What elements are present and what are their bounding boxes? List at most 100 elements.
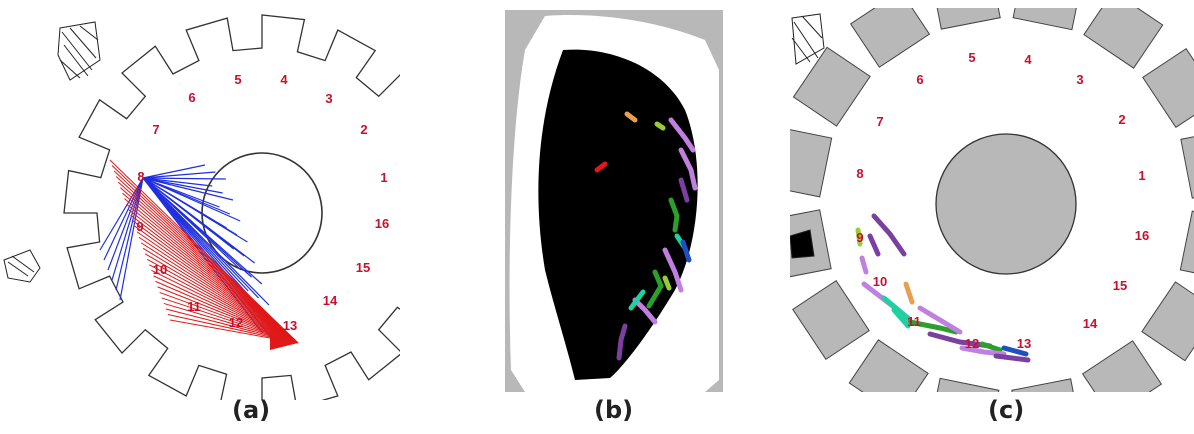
red-ray — [146, 258, 299, 344]
track-segment — [624, 111, 638, 123]
red-ray — [126, 203, 299, 344]
label-6: 6 — [188, 90, 195, 105]
track-segment — [616, 323, 628, 361]
label-3: 3 — [1076, 72, 1083, 87]
blue-ray — [142, 177, 241, 222]
red-ray — [142, 247, 299, 344]
red-ray — [134, 225, 299, 344]
label-5: 5 — [968, 50, 975, 65]
label-9: 9 — [136, 219, 143, 234]
track-segment — [959, 345, 1007, 357]
track-segment — [907, 319, 959, 335]
label-13: 13 — [1017, 336, 1031, 351]
caption-b: (b) — [594, 396, 634, 424]
track-segment — [662, 275, 672, 291]
track-segment — [680, 239, 692, 263]
obstacle-block — [1012, 8, 1083, 31]
tracks-c — [855, 213, 1031, 363]
blue-ray — [142, 177, 226, 180]
label-1: 1 — [380, 170, 387, 185]
blue-ray — [107, 177, 144, 271]
label-8: 8 — [137, 169, 144, 184]
label-14: 14 — [1083, 316, 1098, 331]
obstacle-block — [1081, 340, 1163, 392]
obstacle-block — [849, 8, 931, 68]
obstacle-block — [1142, 47, 1194, 129]
label-13: 13 — [283, 318, 297, 333]
red-ray — [151, 269, 299, 344]
label-1: 1 — [1138, 168, 1145, 183]
blue-ray — [99, 177, 144, 251]
panel-b-map — [505, 10, 723, 392]
label-2: 2 — [360, 122, 367, 137]
track-segment — [871, 213, 907, 257]
obstacle-block — [1180, 128, 1194, 199]
label-10: 10 — [873, 274, 887, 289]
label-15: 15 — [356, 260, 370, 275]
obstacle-block — [930, 8, 1001, 30]
red-ray — [132, 220, 299, 344]
obstacle-block — [792, 46, 871, 127]
panel-a-map: 1 2 3 4 5 6 7 8 9 10 11 12 13 14 15 16 — [0, 0, 400, 400]
label-2: 2 — [1118, 112, 1125, 127]
obstacle-block — [792, 279, 870, 361]
label-11: 11 — [187, 299, 201, 314]
label-16: 16 — [375, 216, 389, 231]
tracks — [594, 111, 698, 361]
label-7: 7 — [152, 122, 159, 137]
track-segment — [917, 305, 963, 335]
obstacle-block — [1083, 8, 1164, 69]
track-segment — [855, 227, 863, 247]
track-segment — [594, 161, 608, 173]
red-origin — [270, 330, 298, 350]
blue-ray — [142, 177, 248, 243]
clutter-left — [3, 249, 41, 283]
obstacle-block — [848, 339, 929, 392]
label-6: 6 — [916, 72, 923, 87]
red-ray — [136, 231, 299, 344]
clutter-c — [790, 13, 825, 259]
track-segment — [979, 341, 1003, 353]
track-segment — [993, 353, 1031, 363]
blue-ray — [111, 177, 144, 281]
blue-ray — [142, 177, 255, 264]
label-5: 5 — [234, 72, 241, 87]
blue-ray — [142, 164, 206, 179]
panel-b-svg — [505, 10, 723, 392]
track-segment — [903, 281, 915, 305]
label-9: 9 — [856, 230, 863, 245]
red-ray — [138, 236, 299, 344]
track-segment — [859, 255, 869, 275]
track-segment — [662, 247, 684, 293]
track-segment — [867, 233, 881, 257]
obstacle-blocks — [790, 8, 1194, 392]
red-ray — [128, 209, 299, 344]
obstacle-block — [1011, 378, 1082, 392]
obstacle-block — [790, 127, 833, 198]
blue-ray — [142, 171, 216, 179]
obstacle-block — [1179, 210, 1194, 281]
red-ray — [130, 214, 299, 344]
track-segment — [668, 117, 696, 153]
panel-c-map: 1 2 3 4 5 6 7 8 9 10 11 12 13 14 15 16 — [790, 8, 1194, 392]
blue-ray — [142, 177, 213, 187]
caption-a: (a) — [232, 396, 271, 424]
label-11: 11 — [907, 314, 921, 329]
blue-ray — [142, 177, 223, 194]
label-4: 4 — [1024, 52, 1032, 67]
track-segment — [881, 295, 911, 321]
track-segment — [678, 147, 698, 191]
label-12: 12 — [229, 315, 243, 330]
label-7: 7 — [876, 114, 883, 129]
track-segment — [668, 197, 680, 233]
red-ray — [144, 253, 299, 344]
blue-ray — [142, 177, 263, 285]
caption-c: (c) — [988, 396, 1025, 424]
track-segment — [891, 307, 911, 329]
blue-ray — [142, 177, 234, 201]
free-space-black — [538, 49, 698, 380]
clutter-top-left — [57, 21, 101, 81]
label-15: 15 — [1113, 278, 1127, 293]
